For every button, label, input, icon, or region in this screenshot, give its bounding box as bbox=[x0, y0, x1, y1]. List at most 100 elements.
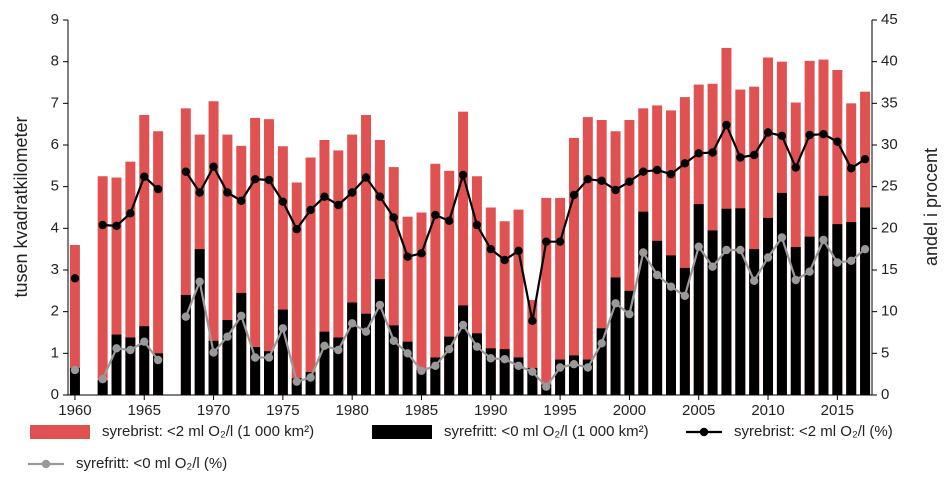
point bbox=[195, 277, 204, 286]
point bbox=[445, 344, 454, 354]
point bbox=[819, 129, 828, 139]
point bbox=[708, 148, 717, 157]
bar bbox=[624, 120, 635, 395]
y2-tick-label: 5 bbox=[881, 344, 889, 361]
point bbox=[805, 130, 814, 140]
bar bbox=[291, 378, 302, 395]
x-tick-label: 1975 bbox=[266, 402, 299, 419]
bar bbox=[860, 207, 871, 395]
bar bbox=[721, 208, 732, 395]
point bbox=[611, 185, 620, 195]
bar bbox=[485, 348, 496, 395]
point bbox=[209, 348, 218, 357]
point bbox=[639, 248, 648, 257]
y2-tick-label: 0 bbox=[881, 386, 889, 403]
point bbox=[847, 164, 856, 173]
y2-tick-label: 35 bbox=[881, 94, 898, 111]
point bbox=[417, 366, 426, 376]
point bbox=[112, 344, 121, 353]
y2-axis-label: andel i procent bbox=[921, 148, 941, 266]
bar bbox=[790, 247, 801, 395]
point bbox=[403, 252, 412, 261]
y-tick-label: 7 bbox=[51, 94, 59, 111]
bar bbox=[180, 108, 191, 395]
x-tick-label: 1995 bbox=[543, 402, 576, 419]
point bbox=[528, 316, 537, 326]
bar bbox=[499, 221, 510, 395]
bar bbox=[471, 176, 482, 395]
point bbox=[306, 205, 315, 215]
legend-label: syrefritt: <0 ml O₂/l (1 000 km²) bbox=[444, 423, 649, 440]
point bbox=[140, 337, 149, 346]
bar bbox=[361, 115, 372, 395]
bar bbox=[402, 341, 413, 395]
bar bbox=[638, 211, 649, 395]
y-tick-label: 0 bbox=[51, 386, 59, 403]
bar bbox=[804, 236, 815, 395]
bar bbox=[291, 182, 302, 395]
bar bbox=[804, 60, 815, 395]
point bbox=[597, 339, 606, 348]
point bbox=[98, 220, 107, 230]
bar bbox=[693, 204, 704, 395]
point bbox=[140, 172, 149, 181]
bar bbox=[610, 131, 621, 395]
point bbox=[126, 209, 135, 218]
point bbox=[472, 220, 482, 230]
point bbox=[555, 363, 565, 372]
bar bbox=[69, 367, 80, 395]
bar bbox=[416, 212, 427, 395]
point bbox=[223, 188, 232, 197]
point bbox=[320, 192, 329, 201]
y-tick-label: 5 bbox=[51, 178, 59, 195]
legend-swatch bbox=[30, 425, 90, 439]
point bbox=[292, 377, 301, 386]
point bbox=[209, 162, 218, 171]
point bbox=[860, 154, 870, 164]
bar bbox=[832, 224, 843, 395]
bar bbox=[527, 367, 538, 395]
point bbox=[833, 258, 842, 267]
point bbox=[694, 242, 703, 251]
bar bbox=[707, 230, 718, 395]
bar bbox=[69, 245, 80, 395]
bar bbox=[444, 336, 455, 395]
point bbox=[722, 245, 731, 255]
bar bbox=[596, 120, 607, 395]
point bbox=[514, 361, 523, 371]
bar bbox=[568, 355, 579, 395]
point bbox=[708, 262, 717, 271]
x-tick-label: 1965 bbox=[128, 402, 161, 419]
bar bbox=[666, 110, 676, 396]
point bbox=[264, 353, 274, 362]
point bbox=[583, 363, 593, 372]
point bbox=[486, 354, 495, 363]
point bbox=[847, 256, 856, 266]
x-tick-label: 1980 bbox=[335, 402, 368, 419]
legend-swatch bbox=[699, 427, 709, 437]
point bbox=[542, 382, 551, 391]
point bbox=[625, 309, 634, 319]
bar bbox=[388, 167, 399, 395]
x-tick-label: 1960 bbox=[58, 402, 91, 419]
point bbox=[860, 244, 870, 254]
x-tick-label: 1985 bbox=[405, 402, 438, 419]
bar bbox=[333, 337, 344, 395]
legend-label: syrebrist: <2 ml O₂/l (%) bbox=[734, 423, 893, 440]
point bbox=[70, 274, 80, 283]
point bbox=[431, 361, 440, 371]
bar bbox=[194, 249, 205, 395]
point bbox=[722, 120, 731, 130]
bar bbox=[250, 117, 261, 396]
bar bbox=[513, 357, 524, 395]
bar bbox=[97, 176, 108, 395]
bar bbox=[679, 267, 690, 395]
x-tick-label: 1990 bbox=[474, 402, 507, 419]
bar bbox=[319, 331, 330, 395]
point bbox=[680, 291, 690, 301]
point bbox=[306, 373, 315, 382]
point bbox=[639, 167, 648, 176]
bar bbox=[776, 192, 787, 395]
point bbox=[250, 353, 260, 362]
